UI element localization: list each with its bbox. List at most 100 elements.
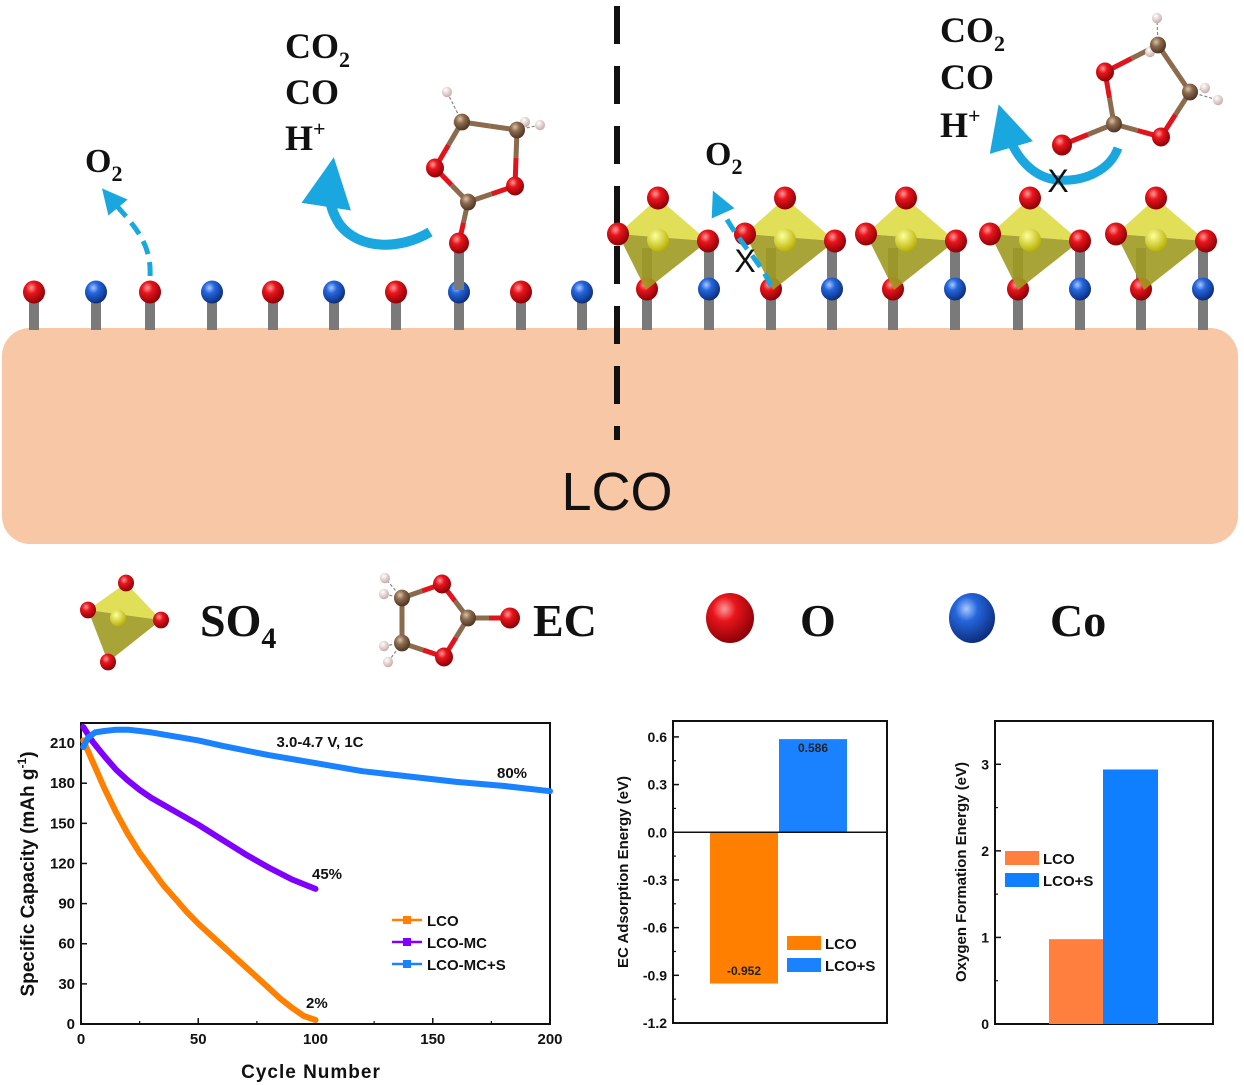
surface-stick: [454, 292, 464, 330]
carbon-atom: [1182, 83, 1198, 101]
chart1-legend: LCO LCO-MC LCO-MC+S: [392, 913, 506, 974]
retention-label: 2%: [306, 995, 328, 1012]
chart2-frame: [672, 720, 888, 1024]
legend-so4-label: SO4: [200, 595, 276, 655]
oxygen-atom: [647, 186, 669, 210]
sulfur-atom: [1145, 228, 1167, 252]
legend-label: LCO-MC+S: [427, 957, 506, 974]
y-tick-label: 0.3: [648, 777, 668, 793]
sulfur-atom: [110, 609, 126, 627]
tetra-face: [88, 610, 161, 662]
chart1-series: [80, 724, 553, 1023]
surface-stick: [91, 292, 101, 330]
legend-label: LCO+S: [1043, 873, 1093, 890]
x-tick-label: 50: [190, 1031, 207, 1048]
chart1-ylabel: Specific Capacity (mAh g-1): [15, 751, 39, 996]
oxygen-atom: [435, 647, 453, 667]
ec-molecule-adsorbed: [426, 86, 545, 254]
x-tick-label: 0: [77, 1031, 85, 1048]
cobalt-atom: [1069, 277, 1091, 301]
tetra-face: [88, 583, 161, 620]
surface-stick: [329, 292, 339, 330]
y-tick-label: -0.9: [643, 967, 667, 983]
oxygen-atom: [607, 222, 629, 246]
hydrogen-atom: [383, 656, 393, 668]
tetra-face: [990, 198, 1080, 241]
o2-release-arrow-left: [101, 188, 153, 277]
legend-item: LCO: [787, 936, 857, 953]
product-co2-left: CO2: [285, 26, 350, 72]
oxygen-atom: [1105, 222, 1127, 246]
oxygen-atom: [774, 186, 796, 210]
oxygen-atom: [1152, 127, 1170, 147]
oxygen-atom: [385, 280, 407, 304]
legend-label: LCO: [1043, 851, 1075, 868]
hydrogen-atom: [379, 640, 389, 652]
surface-stick: [207, 292, 217, 330]
o2-label-left: O2: [85, 143, 122, 186]
legend-swatch: [787, 958, 821, 972]
carbon-atom: [1150, 36, 1166, 54]
legend-item: LCO-MC+S: [392, 957, 506, 974]
bar-value-label: 0.586: [798, 741, 828, 755]
y-tick-label: -1.2: [643, 1015, 667, 1031]
legend-so4-icon: [80, 574, 169, 671]
h-bond: [516, 124, 541, 131]
tetra-face: [990, 234, 1080, 290]
oxygen-atom: [1069, 229, 1091, 253]
bar-value-label: -0.952: [727, 964, 761, 978]
sulfur-atom: [774, 228, 796, 252]
o2-label-right: O2: [705, 136, 742, 179]
carbon-atom: [460, 193, 476, 211]
cobalt-atom: [323, 280, 345, 304]
x-tick-label: 100: [303, 1031, 328, 1048]
y-tick-label: 180: [50, 775, 75, 792]
hydrogen-atom: [379, 588, 389, 600]
oxygen-atom: [506, 176, 524, 196]
so4-tetrahedron: [1105, 186, 1217, 290]
legend-item: LCO: [392, 913, 459, 930]
ec-molecule-repelled: [1052, 12, 1223, 156]
oxygen-atom: [80, 601, 96, 619]
product-co2-right: CO2: [940, 10, 1005, 56]
cobalt-atom: [821, 277, 843, 301]
series-line-lco: [80, 737, 319, 1023]
bar-lco: [1049, 939, 1104, 1024]
decomposition-arrow-right: [989, 104, 1123, 185]
hydrogen-atom: [1200, 82, 1210, 94]
oxygen-atom: [824, 229, 846, 253]
chart2-bars: -0.952 0.586: [673, 739, 887, 984]
oxygen-atom: [118, 574, 134, 592]
so4-tetrahedron: [855, 186, 967, 290]
oxygen-atom: [855, 222, 877, 246]
y-tick-label: 150: [50, 815, 75, 832]
schematic: LCO O2 CO2 CO H+ O2 X CO2 CO H+ X: [2, 6, 1238, 544]
y-tick-label: 0.6: [648, 729, 668, 745]
legend-label: LCO: [825, 936, 857, 953]
cycling-chart: 0 50 100 150 200 0 30 60 90 120 150 180 210 3.0-4.7 …: [15, 722, 563, 1083]
legend-marker: [403, 938, 411, 946]
oxygen-atom: [262, 280, 284, 304]
oxygen-atom: [697, 229, 719, 253]
carbon-atom: [394, 634, 410, 652]
product-h-right: H+: [940, 103, 981, 145]
product-co-right: CO: [940, 57, 994, 97]
cobalt-atom: [448, 280, 470, 304]
y-tick-label: 90: [58, 896, 75, 913]
tetra-face: [866, 198, 956, 241]
oxygen-atom: [979, 222, 1001, 246]
legend-o-label: O: [800, 595, 836, 646]
cobalt-atom: [571, 280, 593, 304]
chart3-ylabel: Oxygen Formation Energy (eV): [953, 762, 970, 982]
left-surface-atoms: [23, 238, 593, 330]
cobalt-atom: [201, 280, 223, 304]
oxygen-atom: [945, 229, 967, 253]
tetra-face: [1116, 234, 1206, 290]
oxygen-atom: [449, 232, 469, 254]
legend-ec-label: EC: [533, 595, 597, 646]
bar-lco: [710, 832, 778, 984]
legend-cobalt-icon: [949, 593, 995, 643]
oxygen-atom: [1096, 62, 1114, 82]
legend-ec-icon: [379, 572, 520, 668]
